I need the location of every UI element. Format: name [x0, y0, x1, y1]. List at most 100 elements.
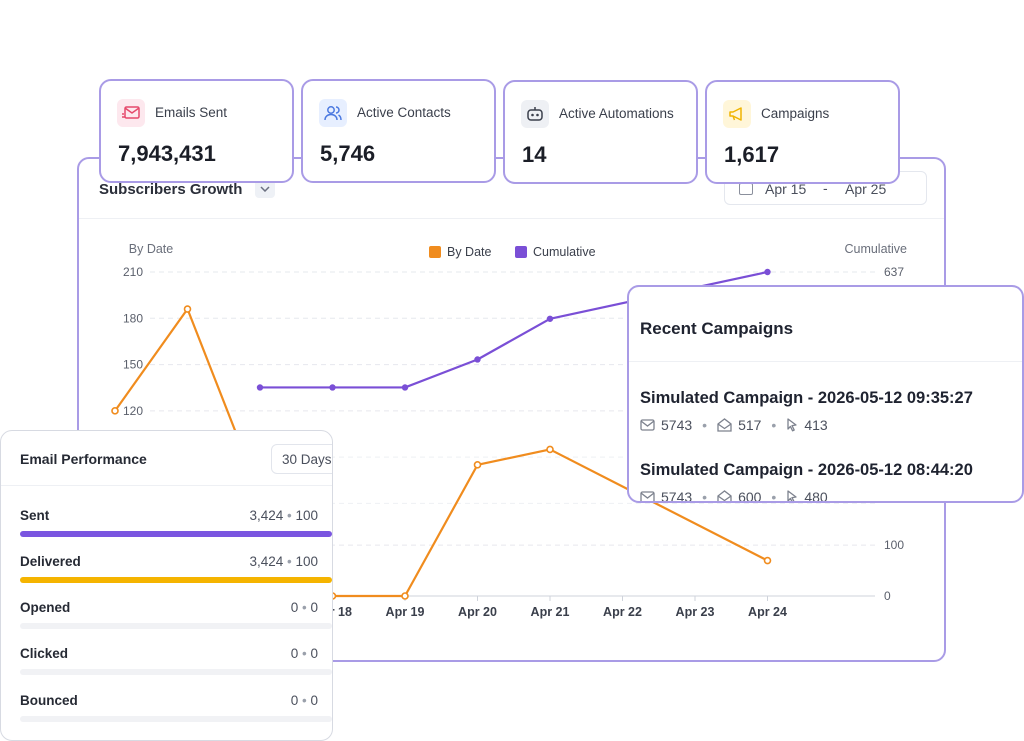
- series-line-by-date: [114, 307, 769, 598]
- y-tick-label-right: 637: [884, 265, 904, 279]
- recent-campaigns-header: Recent Campaigns: [629, 287, 1022, 362]
- y-tick-label-right: 100: [884, 538, 904, 552]
- metric-label: Sent: [20, 508, 50, 523]
- metric-label: Bounced: [20, 693, 78, 708]
- data-point-by-date: [183, 305, 192, 313]
- metric-bounced: Bounced 0 • 0: [1, 693, 332, 739]
- cursor-click-icon: [787, 418, 797, 432]
- period-select[interactable]: 30 Days: [271, 444, 332, 474]
- chevron-down-icon: [260, 186, 270, 192]
- email-performance-card: Email Performance 30 Days Sent 3,424 • 1…: [0, 430, 333, 741]
- email-performance-header: Email Performance 30 Days: [1, 431, 332, 486]
- x-tick-label: Apr 22: [603, 605, 642, 619]
- metric-progress-track: [20, 716, 332, 722]
- separator-dot: •: [702, 489, 708, 503]
- campaign-name[interactable]: Simulated Campaign - 2026-05-12 08:44:20: [640, 461, 973, 479]
- chart-title: Subscribers Growth: [99, 181, 243, 198]
- x-tick-label: Apr 23: [676, 605, 715, 619]
- stat-label: Active Automations: [559, 106, 674, 121]
- y-axis-title-right: Cumulative: [844, 242, 907, 256]
- data-point-cumulative: [546, 315, 554, 322]
- metric-delivered: Delivered 3,424 • 100: [1, 554, 332, 600]
- campaign-sent-count: 5743: [661, 417, 693, 433]
- data-point-cumulative: [401, 384, 409, 391]
- data-point-by-date: [111, 407, 119, 415]
- envelope-icon: [640, 419, 655, 431]
- legend-label-by-date: By Date: [447, 245, 492, 259]
- y-tick-label-left: 210: [123, 265, 143, 279]
- stat-card-active-contacts[interactable]: Active Contacts 5,746: [301, 79, 496, 183]
- metric-label: Clicked: [20, 646, 69, 661]
- y-tick-label-left: 150: [123, 358, 143, 372]
- legend-swatch-cumulative: [515, 246, 527, 258]
- metric-value: 0 • 0: [290, 600, 318, 615]
- campaign-stats: 5743 • 517 • 413: [640, 417, 1022, 433]
- y-axis-title-left: By Date: [129, 242, 174, 256]
- email-performance-title: Email Performance: [20, 451, 147, 467]
- legend-swatch-by-date: [429, 246, 441, 258]
- envelope-icon: [640, 491, 655, 501]
- metric-progress-fill: [20, 531, 332, 537]
- metric-label: Opened: [20, 600, 71, 615]
- metric-progress-track: [20, 531, 332, 537]
- stat-label: Campaigns: [761, 106, 830, 121]
- campaign-item[interactable]: Simulated Campaign - 2026-05-12 08:44:20…: [640, 461, 1022, 503]
- metric-progress-fill: [20, 577, 332, 583]
- cursor-click-icon: [787, 490, 797, 501]
- campaign-name[interactable]: Simulated Campaign - 2026-05-12 09:35:27: [640, 389, 973, 407]
- stat-value: 14: [522, 142, 547, 167]
- campaign-stats: 5743 • 600 • 480: [640, 489, 1022, 503]
- megaphone-icon: [723, 100, 751, 128]
- series-line-cumulative: [260, 270, 768, 389]
- data-point-by-date: [473, 461, 482, 469]
- chart-type-dropdown[interactable]: [255, 180, 275, 198]
- metric-value: 3,424 • 100: [249, 554, 318, 569]
- campaign-clicked-count: 413: [804, 417, 828, 433]
- metric-value: 0 • 0: [290, 693, 318, 708]
- separator-dot: •: [771, 417, 777, 433]
- robot-icon: [521, 100, 549, 128]
- data-point-by-date: [546, 445, 554, 454]
- separator-dot: •: [771, 489, 777, 503]
- metric-value: 3,424 • 100: [249, 508, 318, 523]
- date-separator: -: [823, 180, 828, 196]
- campaign-item[interactable]: Simulated Campaign - 2026-05-12 09:35:27…: [640, 389, 1022, 433]
- campaign-opened-count: 600: [738, 489, 762, 503]
- stat-label: Active Contacts: [357, 105, 451, 120]
- stat-value: 5,746: [320, 141, 376, 166]
- data-point-cumulative: [256, 384, 264, 391]
- metric-progress-track: [20, 623, 332, 629]
- recent-campaigns-title: Recent Campaigns: [640, 319, 794, 338]
- data-point-by-date: [401, 592, 409, 600]
- metric-clicked: Clicked 0 • 0: [1, 646, 332, 692]
- campaign-opened-count: 517: [738, 417, 762, 433]
- stat-card-emails-sent[interactable]: Emails Sent 7,943,431: [99, 79, 294, 183]
- metric-label: Delivered: [20, 554, 81, 569]
- y-tick-label-left: 180: [123, 311, 143, 325]
- metric-progress-track: [20, 669, 332, 675]
- data-point-cumulative: [329, 384, 336, 391]
- campaign-clicked-count: 480: [804, 489, 828, 503]
- users-icon: [319, 99, 347, 127]
- x-tick-label: Apr 20: [458, 605, 497, 619]
- stat-label: Emails Sent: [155, 105, 228, 120]
- chart-card-header: Subscribers Growth Apr 15 - Apr 25: [79, 159, 944, 219]
- stat-card-campaigns[interactable]: Campaigns 1,617: [705, 80, 900, 184]
- x-tick-label: Apr 19: [386, 605, 425, 619]
- stat-value: 7,943,431: [118, 141, 216, 166]
- date-range-picker[interactable]: Apr 15 - Apr 25: [724, 171, 927, 205]
- envelope-open-icon: [717, 418, 732, 432]
- separator-dot: •: [702, 417, 708, 433]
- envelope-send-icon: [117, 99, 145, 127]
- metric-sent: Sent 3,424 • 100: [1, 508, 332, 554]
- legend-label-cumulative: Cumulative: [533, 245, 596, 259]
- stat-value: 1,617: [724, 142, 780, 167]
- x-tick-label: Apr 21: [531, 605, 570, 619]
- stat-card-active-automations[interactable]: Active Automations 14: [503, 80, 698, 184]
- recent-campaigns-card: Recent Campaigns Simulated Campaign - 20…: [627, 285, 1024, 503]
- date-from: Apr 15: [765, 181, 807, 197]
- x-tick-label: Apr 24: [748, 605, 787, 619]
- data-point-cumulative: [474, 356, 481, 363]
- data-point-by-date: [763, 556, 772, 565]
- y-tick-label-left: 120: [123, 404, 143, 418]
